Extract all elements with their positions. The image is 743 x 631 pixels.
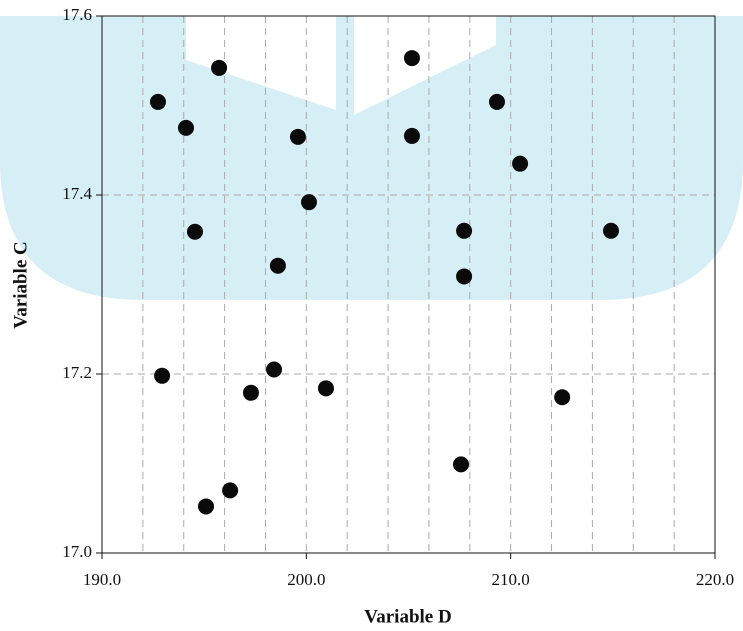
x-tick-label: 200.0 <box>287 570 325 589</box>
x-tick-label: 220.0 <box>696 570 734 589</box>
scatter-point <box>242 384 259 401</box>
y-tick-label: 17.2 <box>62 363 92 382</box>
scatter-point <box>211 59 228 76</box>
scatter-point <box>198 498 215 515</box>
scatter-point <box>186 223 203 240</box>
scatter-point <box>512 155 529 172</box>
scatter-point <box>317 380 334 397</box>
x-axis-label: Variable D <box>364 606 451 627</box>
scatter-point <box>154 367 171 384</box>
scatter-point <box>289 128 306 145</box>
scatter-point <box>403 50 420 67</box>
y-tick-label: 17.6 <box>62 5 92 24</box>
scatter-point <box>456 268 473 285</box>
scatter-point <box>554 389 571 406</box>
scatter-point <box>266 361 283 378</box>
scatter-point <box>456 222 473 239</box>
scatter-point <box>177 119 194 136</box>
scatter-point <box>300 194 317 211</box>
y-tick-label: 17.4 <box>62 184 92 203</box>
x-tick-label: 190.0 <box>83 570 121 589</box>
y-axis-label: Variable C <box>10 241 31 328</box>
scatter-point <box>222 482 239 499</box>
background-watermark <box>0 16 743 300</box>
scatter-point <box>602 222 619 239</box>
x-tick-label: 210.0 <box>492 570 530 589</box>
scatter-point <box>403 127 420 144</box>
plot-frame <box>101 15 716 554</box>
scatter-point <box>269 257 286 274</box>
scatter-point <box>488 93 505 110</box>
scatter-point <box>453 456 470 473</box>
scatter-point <box>149 93 166 110</box>
y-tick-label: 17.0 <box>62 542 92 561</box>
